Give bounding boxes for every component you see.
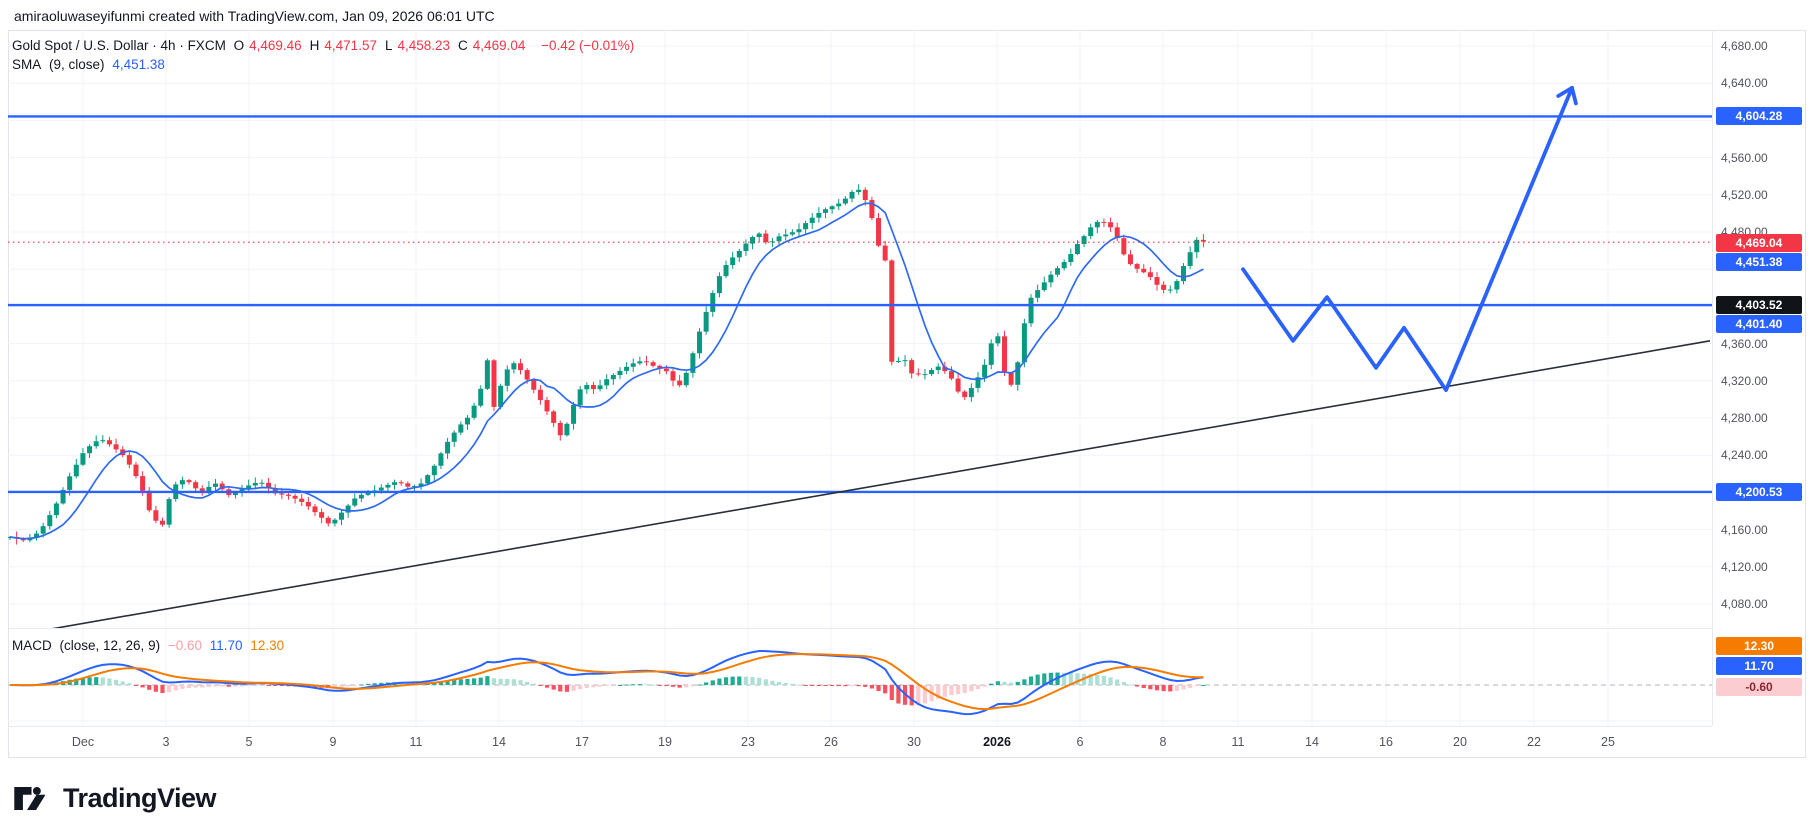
time-axis-label: 6 — [1076, 735, 1084, 749]
time-axis-label: 14 — [492, 735, 506, 749]
price-badge-4469.04: 4,469.04 — [1716, 234, 1802, 252]
chart-card — [8, 30, 1806, 758]
price-chart-canvas[interactable] — [8, 30, 1712, 628]
time-axis-label: 25 — [1601, 735, 1615, 749]
time-axis-label: 26 — [824, 735, 838, 749]
time-axis-label: 9 — [329, 735, 337, 749]
change-value: −0.42 (−0.01%) — [541, 38, 635, 53]
ohlc-item: C 4,469.04 — [458, 38, 526, 53]
time-axis[interactable]: Dec 3 5 9 11 14 17 19 23 26 30 2026 6 8 11 14 16 20 22 25 — [8, 726, 1712, 758]
price-badge-12.30: 12.30 — [1716, 637, 1802, 655]
price-axis-label: 4,280.00 — [1721, 411, 1768, 425]
price-axis-label: 4,120.00 — [1721, 559, 1768, 574]
time-axis-label: 16 — [1379, 735, 1393, 749]
macd-chart-canvas[interactable] — [8, 628, 1712, 726]
time-axis-label: 8 — [1159, 735, 1167, 749]
price-axis-label: 4,520.00 — [1721, 187, 1768, 202]
macd-label: MACD — [12, 638, 52, 653]
symbol-legend-row[interactable]: Gold Spot / U.S. Dollar · 4h · FXCM O 4,4… — [12, 38, 638, 53]
price-badge-11.70: 11.70 — [1716, 657, 1802, 675]
time-axis-label: 3 — [162, 735, 170, 749]
sma-legend-row[interactable]: SMA (9, close) 4,451.38 — [12, 57, 169, 72]
time-axis-label: 11 — [409, 735, 423, 749]
time-axis-label: 22 — [1527, 735, 1541, 749]
time-axis-label: Dec — [71, 735, 95, 749]
tradingview-logo-text: TradingView — [63, 783, 217, 813]
sma-value: 4,451.38 — [112, 57, 165, 72]
sma-params: (9, close) — [49, 57, 105, 72]
macd-line-value: 11.70 — [209, 638, 243, 653]
time-axis-label: 14 — [1305, 735, 1319, 749]
price-axis-label: 4,560.00 — [1721, 150, 1768, 165]
price-axis-label: 4,360.00 — [1721, 336, 1768, 351]
macd-params: (close, 12, 26, 9) — [59, 638, 161, 653]
ohlc-item: O 4,469.46 — [233, 38, 302, 53]
price-badge-4200.53: 4,200.53 — [1716, 483, 1802, 501]
macd-signal-value: 12.30 — [250, 638, 285, 653]
time-axis-label: 11 — [1231, 735, 1245, 749]
price-axis[interactable]: 4,680.00 4,640.00 4,560.00 4,520.00 4,480.00… — [1712, 30, 1806, 726]
price-badge-4451.38: 4,451.38 — [1716, 253, 1802, 271]
time-axis-label: 20 — [1453, 735, 1467, 749]
time-axis-label: 23 — [741, 735, 755, 749]
sma-label: SMA — [12, 57, 42, 72]
price-axis-label: 4,680.00 — [1721, 39, 1768, 53]
price-axis-label: 4,320.00 — [1721, 373, 1768, 388]
ohlc-item: H 4,471.57 — [309, 38, 377, 53]
time-axis-label: 5 — [245, 735, 253, 749]
symbol-title[interactable]: Gold Spot / U.S. Dollar · 4h · FXCM — [12, 38, 226, 53]
ohlc-values: O 4,469.46 H 4,471.57 L 4,458.23 C 4,469.04 — [234, 38, 534, 53]
price-badge-4403.52: 4,403.52 — [1716, 296, 1802, 314]
time-axis-label: 19 — [658, 735, 672, 749]
macd-hist-value: −0.60 — [167, 638, 203, 653]
tradingview-logo[interactable]: TradingView — [14, 783, 217, 814]
macd-legend-row[interactable]: MACD (close, 12, 26, 9) −0.60 11.70 12.3… — [12, 638, 288, 653]
price-axis-label: 4,080.00 — [1721, 597, 1768, 611]
time-axis-label: 2026 — [983, 735, 1011, 749]
time-axis-label: 30 — [907, 735, 921, 749]
tradingview-logo-icon — [14, 787, 54, 810]
price-badge--0.60: -0.60 — [1716, 678, 1802, 696]
price-axis-label: 4,240.00 — [1721, 448, 1768, 463]
price-axis-label: 4,640.00 — [1721, 76, 1768, 91]
ohlc-item: L 4,458.23 — [384, 38, 451, 53]
price-badge-4401.40: 4,401.40 — [1716, 315, 1802, 333]
time-axis-label: 17 — [575, 735, 589, 749]
credit-line: amiraoluwaseyifunmi created with Trading… — [14, 8, 495, 24]
price-axis-label: 4,160.00 — [1721, 522, 1768, 537]
price-badge-4604.28: 4,604.28 — [1716, 107, 1802, 125]
